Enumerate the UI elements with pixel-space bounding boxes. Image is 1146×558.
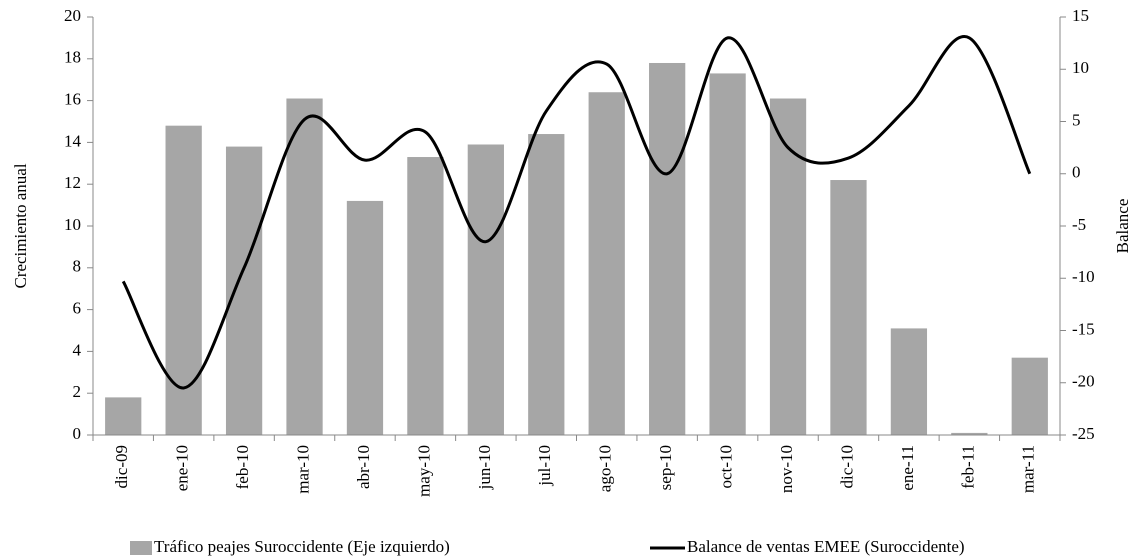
x-tick-label: dic-10 — [837, 445, 856, 488]
bar — [588, 92, 625, 436]
legend-label: Tráfico peajes Suroccidente (Eje izquier… — [154, 537, 450, 556]
y-tick-label: 16 — [64, 90, 81, 109]
bar — [467, 144, 504, 436]
x-tick-label: nov-10 — [777, 445, 796, 493]
x-tick-label: ene-10 — [173, 445, 192, 491]
bar — [769, 98, 807, 435]
y2-tick-label: -5 — [1072, 215, 1086, 234]
x-tick-label: jul-10 — [535, 445, 554, 487]
bar — [830, 180, 867, 435]
x-tick-label: may-10 — [414, 445, 433, 497]
y-tick-label: 10 — [64, 215, 81, 234]
legend-label: Balance de ventas EMEE (Suroccidente) — [687, 537, 965, 556]
x-tick-label: dic-09 — [112, 445, 131, 488]
x-tick-label: ene-11 — [898, 445, 917, 491]
y-tick-label: 14 — [64, 131, 82, 150]
y2-tick-label: 0 — [1072, 163, 1081, 182]
bar — [528, 134, 565, 436]
x-tick-label: feb-11 — [958, 445, 977, 489]
y-tick-label: 2 — [73, 382, 82, 401]
y-tick-label: 12 — [64, 173, 81, 192]
y-tick-label: 8 — [73, 257, 82, 276]
bar — [165, 125, 202, 436]
y2-axis-title: Balance — [1113, 199, 1132, 254]
y-tick-label: 4 — [73, 340, 82, 359]
bar — [225, 146, 263, 435]
y2-tick-label: -20 — [1072, 372, 1095, 391]
bar — [407, 157, 444, 435]
y2-tick-label: -15 — [1072, 319, 1095, 338]
x-tick-label: oct-10 — [717, 445, 736, 488]
legend-swatch — [130, 541, 152, 555]
x-tick-label: mar-10 — [293, 445, 312, 494]
x-tick-label: jun-10 — [475, 445, 494, 490]
y-tick-label: 0 — [73, 424, 82, 443]
y-tick-label: 18 — [64, 48, 81, 67]
bar — [709, 73, 746, 436]
bar — [105, 397, 142, 435]
y2-tick-label: -25 — [1072, 424, 1095, 443]
x-tick-label: ago-10 — [596, 445, 615, 492]
bar — [1011, 357, 1048, 435]
y2-tick-label: -10 — [1072, 267, 1095, 286]
y-tick-label: 6 — [73, 299, 82, 318]
line — [121, 35, 1032, 390]
x-tick-label: sep-10 — [656, 445, 675, 490]
bar — [346, 200, 384, 435]
y2-tick-label: 15 — [1072, 6, 1089, 25]
bar — [649, 62, 686, 435]
bar — [286, 98, 323, 435]
x-tick-label: feb-10 — [233, 445, 252, 489]
y2-tick-label: 10 — [1072, 58, 1089, 77]
x-tick-label: mar-11 — [1019, 445, 1038, 493]
y-tick-label: 20 — [64, 6, 81, 25]
y2-tick-label: 5 — [1072, 110, 1081, 129]
bar — [890, 328, 928, 435]
y-axis-title: Crecimiento anual — [11, 163, 30, 288]
x-tick-label: abr-10 — [354, 445, 373, 489]
bar — [951, 432, 988, 435]
